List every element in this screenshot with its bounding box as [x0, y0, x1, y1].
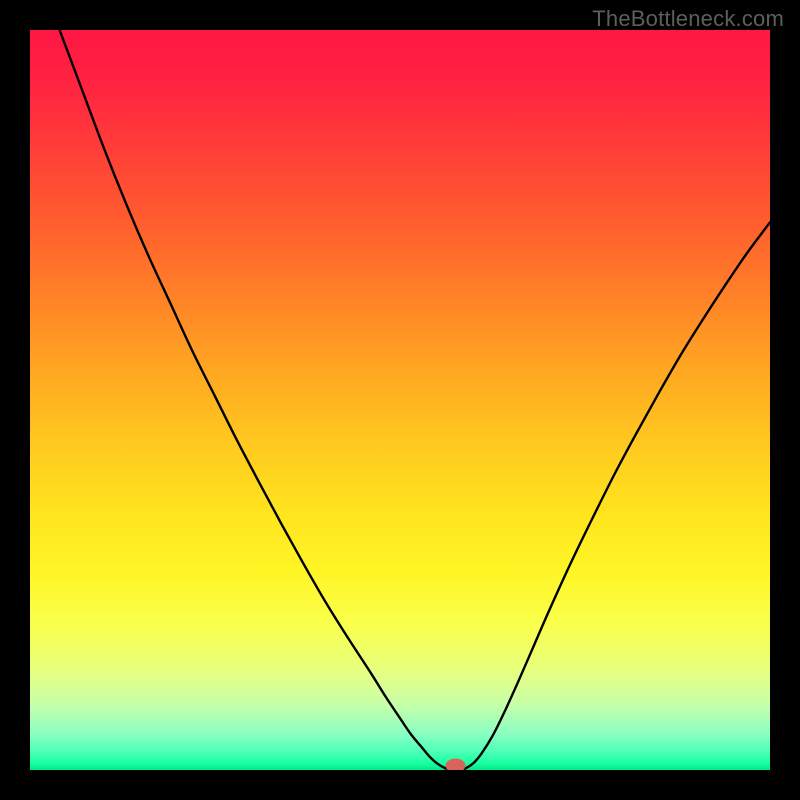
watermark-text: TheBottleneck.com: [592, 6, 784, 32]
bottleneck-curve-plot: [0, 0, 800, 800]
gradient-background: [30, 30, 770, 770]
